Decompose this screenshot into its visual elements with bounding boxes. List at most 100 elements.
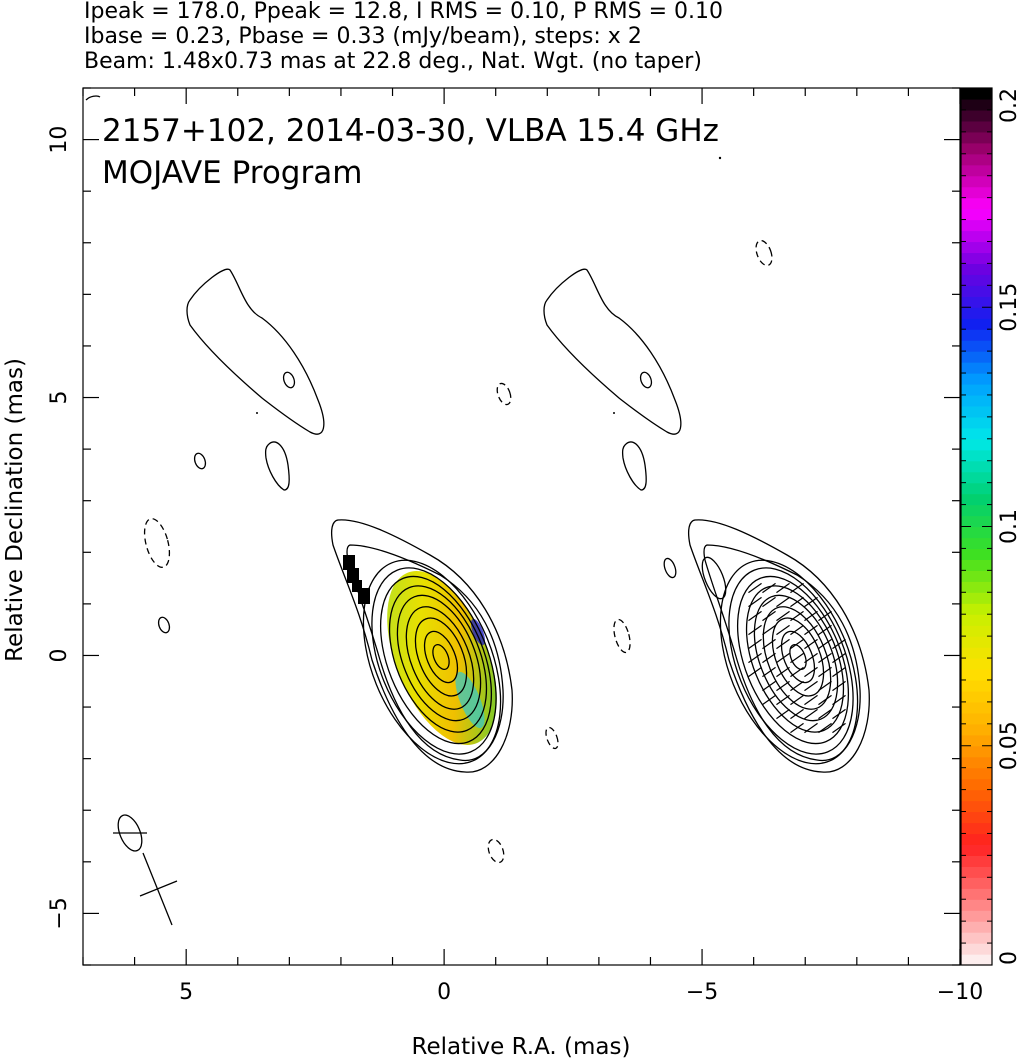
colorbar-step xyxy=(961,405,992,418)
colorbar-step xyxy=(961,855,992,867)
evpa-stick xyxy=(790,666,804,678)
evpa-stick xyxy=(832,652,846,664)
colorbar-step xyxy=(961,274,992,286)
colorbar-step xyxy=(961,614,992,626)
y-tick-label: 10 xyxy=(47,126,72,154)
colorbar-step xyxy=(961,679,992,692)
y-tick-labels: −5 0 5 10 xyxy=(47,126,72,930)
evpa-stick xyxy=(804,652,818,664)
colorbar-step xyxy=(961,351,992,363)
colorbar-step xyxy=(961,866,992,878)
colorbar-step xyxy=(961,164,992,177)
evpa-stick xyxy=(762,624,776,636)
chart-subtitle: MOJAVE Program xyxy=(102,155,362,191)
colorbar-step xyxy=(961,482,992,495)
colorbar xyxy=(961,88,992,966)
header-line-1: Ipeak = 178.0, Ppeak = 12.8, I RMS = 0.1… xyxy=(84,0,723,24)
evpa-stick xyxy=(748,624,762,636)
evpa-stick xyxy=(804,610,818,622)
colorbar-step xyxy=(961,460,992,473)
evpa-stick xyxy=(818,708,832,720)
y-tick-label: −5 xyxy=(47,897,72,929)
evpa-stick xyxy=(762,610,776,622)
colorbar-step xyxy=(961,526,992,539)
colorbar-step xyxy=(961,690,992,703)
polarization-color-edge xyxy=(455,671,485,729)
evpa-stick xyxy=(804,596,818,608)
colorbar-step xyxy=(961,427,992,440)
evpa-stick xyxy=(818,652,832,664)
evpa-stick xyxy=(776,582,790,594)
evpa-stick xyxy=(748,666,762,678)
evpa-stick xyxy=(818,666,832,678)
colorbar-step xyxy=(961,307,992,319)
colorbar-step xyxy=(961,811,992,824)
colorbar-step xyxy=(961,252,992,264)
colorbar-step xyxy=(961,241,992,254)
colorbar-step xyxy=(961,197,992,210)
colorbar-step xyxy=(961,778,992,791)
right-core-contours xyxy=(688,519,870,773)
colorbar-step xyxy=(961,625,992,637)
y-axis-label: Relative Declination (mas) xyxy=(2,358,28,662)
evpa-stick xyxy=(776,610,790,622)
colorbar-step xyxy=(961,767,992,780)
colorbar-step xyxy=(961,383,992,396)
evpa-stick xyxy=(804,680,818,692)
header-line-3: Beam: 1.48x0.73 mas at 22.8 deg., Nat. W… xyxy=(84,49,702,74)
colorbar-step xyxy=(961,888,992,900)
evpa-stick xyxy=(818,610,832,622)
evpa-stick xyxy=(776,666,790,678)
colorbar-step xyxy=(961,789,992,802)
evpa-stick xyxy=(776,652,790,664)
evpa-stick xyxy=(748,652,762,664)
colorbar-step xyxy=(961,548,992,560)
contour-dot xyxy=(613,412,615,414)
evpa-stick xyxy=(748,582,762,594)
evpa-stick xyxy=(776,638,790,650)
colorbar-step xyxy=(961,570,992,582)
x-tick-label: 5 xyxy=(179,980,193,1005)
colorbar-step xyxy=(961,98,992,111)
evpa-stick xyxy=(832,638,846,650)
evpa-stick xyxy=(776,596,790,608)
map-content xyxy=(85,95,870,926)
colorbar-step xyxy=(961,394,992,407)
evpa-stick xyxy=(762,680,776,692)
colorbar-tick-label: 0.15 xyxy=(997,283,1022,332)
evpa-stick xyxy=(790,610,804,622)
contour-dot xyxy=(256,412,258,414)
right-extended-emission xyxy=(543,268,682,579)
polarization-color-edge xyxy=(471,618,485,646)
contour-fragment xyxy=(85,95,101,101)
evpa-stick xyxy=(804,708,818,720)
evpa-stick xyxy=(804,666,818,678)
evpa-stick xyxy=(832,694,846,706)
colorbar-step xyxy=(961,515,992,528)
colorbar-step xyxy=(961,109,992,122)
colorbar-step xyxy=(961,822,992,835)
evpa-stick xyxy=(790,680,804,692)
colorbar-step xyxy=(961,120,992,133)
colorbar-step xyxy=(961,175,992,188)
evpa-stick xyxy=(762,666,776,678)
colorbar-step xyxy=(961,416,992,429)
evpa-stick xyxy=(818,638,832,650)
colorbar-step xyxy=(961,833,992,846)
colorbar-step xyxy=(961,943,992,955)
evpa-stick xyxy=(762,652,776,664)
colorbar-step xyxy=(961,954,992,966)
colorbar-step xyxy=(961,131,992,144)
colorbar-step xyxy=(961,471,992,484)
colorbar-step xyxy=(961,921,992,933)
evpa-stick xyxy=(818,680,832,692)
colorbar-step xyxy=(961,734,992,747)
colorbar-step xyxy=(961,636,992,648)
evpa-stick xyxy=(818,722,832,734)
colorbar-step xyxy=(961,592,992,604)
evpa-stick xyxy=(804,624,818,636)
colorbar-step xyxy=(961,449,992,462)
negative-contours xyxy=(143,239,773,864)
colorbar-step xyxy=(961,296,992,308)
colorbar-step xyxy=(961,844,992,856)
